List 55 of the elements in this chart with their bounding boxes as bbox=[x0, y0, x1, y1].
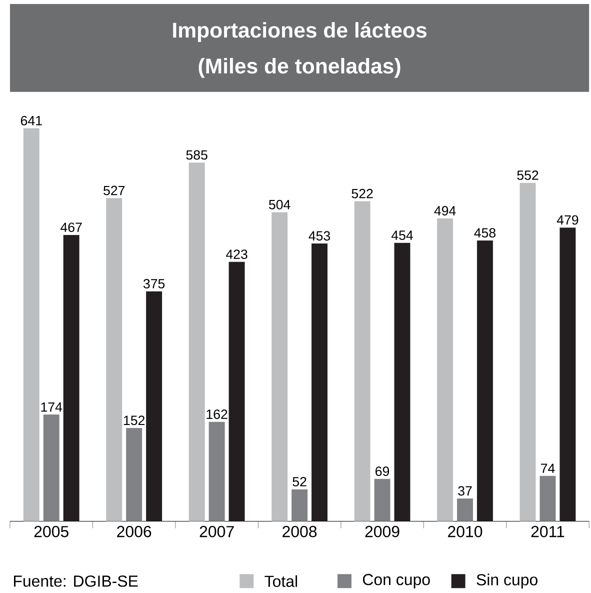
bar bbox=[520, 182, 536, 522]
source-note: Fuente: DGIB-SE bbox=[14, 575, 138, 587]
x-tick-label: 2005 bbox=[34, 526, 68, 538]
bar bbox=[311, 244, 328, 522]
data-label: 69 bbox=[375, 466, 390, 476]
bar bbox=[63, 234, 80, 522]
data-label: 162 bbox=[206, 410, 228, 419]
data-label: 375 bbox=[143, 278, 165, 288]
bar bbox=[292, 489, 308, 522]
bar bbox=[228, 262, 245, 522]
bar bbox=[208, 422, 225, 522]
x-tick-label: 2007 bbox=[200, 526, 234, 538]
bar bbox=[106, 198, 122, 522]
data-label: 585 bbox=[186, 150, 208, 160]
bar bbox=[394, 242, 410, 522]
data-label: 522 bbox=[352, 188, 373, 198]
data-label: 52 bbox=[292, 476, 306, 486]
x-tick-label: 2010 bbox=[448, 526, 482, 538]
data-label: 552 bbox=[517, 170, 538, 180]
bar bbox=[272, 212, 288, 522]
data-label: 641 bbox=[20, 116, 42, 126]
data-label: 174 bbox=[41, 402, 62, 412]
bar bbox=[456, 498, 473, 522]
data-label: 479 bbox=[556, 215, 578, 225]
data-label: 467 bbox=[60, 222, 82, 232]
bar bbox=[560, 228, 576, 522]
bar bbox=[188, 162, 205, 522]
x-tick-label: 2011 bbox=[531, 526, 564, 538]
x-tick-label: 2006 bbox=[117, 526, 152, 538]
data-label: 423 bbox=[226, 250, 248, 259]
legend-label: Sin cupo bbox=[476, 574, 538, 589]
bar bbox=[374, 478, 390, 522]
x-tick-label: 2008 bbox=[282, 526, 317, 538]
data-label: 454 bbox=[391, 230, 413, 240]
bar bbox=[476, 240, 493, 522]
data-label: 527 bbox=[104, 186, 125, 196]
data-label: 458 bbox=[474, 228, 496, 238]
data-label: 453 bbox=[308, 231, 330, 241]
legend-label: Total bbox=[264, 575, 297, 587]
bar bbox=[436, 218, 453, 522]
bar bbox=[146, 291, 162, 522]
data-label: 504 bbox=[268, 200, 290, 210]
chart-subtitle: (Miles de toneladas) bbox=[198, 58, 400, 78]
bar bbox=[540, 476, 556, 522]
bar bbox=[354, 201, 370, 522]
data-label: 37 bbox=[458, 486, 472, 496]
bar bbox=[126, 428, 142, 522]
legend-label: Con cupo bbox=[362, 574, 430, 588]
bar bbox=[23, 128, 40, 522]
data-label: 494 bbox=[434, 206, 456, 216]
x-tick-label: 2009 bbox=[365, 526, 400, 538]
data-label: 152 bbox=[124, 416, 144, 426]
data-label: 74 bbox=[540, 464, 555, 473]
chart-title: Importaciones de lácteos bbox=[173, 22, 426, 42]
bar bbox=[43, 414, 60, 522]
